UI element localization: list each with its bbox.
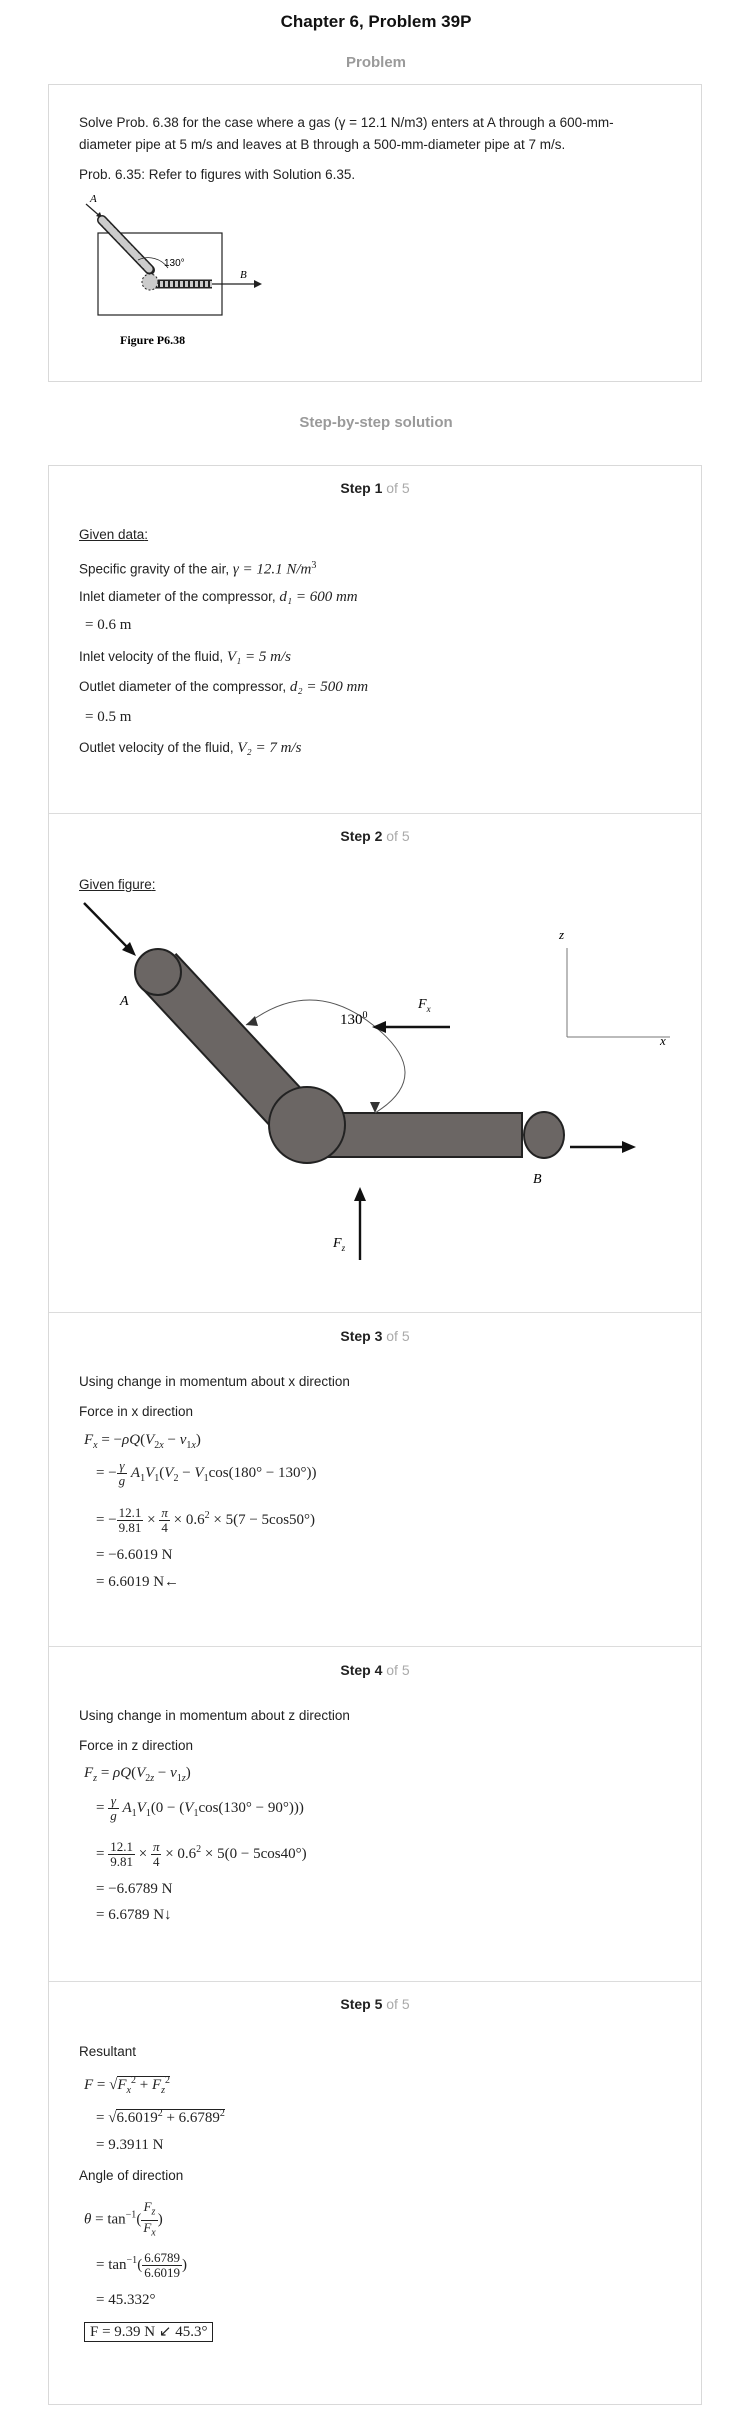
step1-line-3: Inlet velocity of the fluid, V₁ = 5 m/s <box>79 649 291 665</box>
fig-label-b: B <box>240 269 247 281</box>
fig2-fx: Fx <box>417 997 431 1014</box>
step1-line-5: Outlet velocity of the fluid, V₂ = 7 m/s <box>79 740 302 756</box>
step-2-title: Step 2 of 5 <box>340 828 410 844</box>
fig2-label-b: B <box>533 1172 542 1187</box>
page-title: Chapter 6, Problem 39P <box>280 12 472 31</box>
fig2-fz: Fz <box>332 1236 346 1253</box>
step5-eq-6: = 45.332° <box>96 2292 156 2308</box>
fig-angle: 130° <box>164 258 185 269</box>
problem-figure: A B 130° Figure P6.38 <box>85 193 262 347</box>
step5-eq-3: = 9.3911 N <box>96 2137 164 2153</box>
step3-eq-4: = −6.6019 N <box>96 1547 173 1563</box>
given-data-heading: Given data: <box>79 527 149 542</box>
step1-line-4b: = 0.5 m <box>85 709 132 725</box>
figure-caption: Figure P6.38 <box>120 333 185 347</box>
fig2-axis-x: x <box>659 1033 666 1048</box>
step-3-title: Step 3 of 5 <box>340 1328 410 1344</box>
solution-heading: Step-by-step solution <box>299 414 453 431</box>
step3-eq-5: = 6.6019 N← <box>96 1574 180 1590</box>
step3-eq-1: Fx = −ρQ(V2x − v1x) <box>84 1432 201 1451</box>
step4-eq-5: = 6.6789 N↓ <box>96 1907 172 1923</box>
step1-line-4: Outlet diameter of the compressor, d₂ = … <box>79 679 369 695</box>
step-1-title: Step 1 of 5 <box>340 480 410 496</box>
problem-ref: Prob. 6.35: Refer to figures with Soluti… <box>79 167 356 182</box>
step5-eq-1: F = √Fx2 + Fz2 <box>84 2075 171 2096</box>
problem-text: Solve Prob. 6.38 for the case where a ga… <box>79 115 614 152</box>
step5-eq-2: = √6.60192 + 6.67892 <box>96 2108 225 2126</box>
step4-eq-1: Fz = ρQ(V2z − v1z) <box>84 1765 191 1784</box>
step5-eq-5: = tan−1(6.6789 6.6019) <box>96 2250 187 2280</box>
given-figure-heading: Given figure: <box>79 877 156 892</box>
problem-box <box>48 84 702 382</box>
step3-line-1: Using change in momentum about x directi… <box>79 1374 350 1389</box>
step1-line-1: Specific gravity of the air, γ = 12.1 N/… <box>79 560 317 578</box>
step4-line-2: Force in z direction <box>79 1738 194 1753</box>
step1-line-2: Inlet diameter of the compressor, d₁ = 6… <box>79 589 358 605</box>
final-answer: F = 9.39 N ↙ 45.3° <box>84 2322 214 2342</box>
step3-line-2: Force in x direction <box>79 1404 194 1419</box>
step5-line-2: Angle of direction <box>79 2168 184 2183</box>
step4-eq-4: = −6.6789 N <box>96 1881 173 1897</box>
fig2-label-a: A <box>119 994 129 1009</box>
step2-figure: A B 1300 Fx Fz z x <box>83 902 670 1260</box>
fig-label-a: A <box>89 193 97 205</box>
step3-eq-2: = − γ g A1V1(V2 − V1cos(180° − 130°)) <box>96 1458 317 1488</box>
fig2-axis-z: z <box>558 927 564 942</box>
problem-heading: Problem <box>345 54 406 71</box>
step-5-title: Step 5 of 5 <box>340 1996 410 2012</box>
step-4-title: Step 4 of 5 <box>340 1662 410 1678</box>
step4-line-1: Using change in momentum about z directi… <box>79 1708 350 1723</box>
step1-line-2b: = 0.6 m <box>85 617 132 633</box>
step5-eq-4: θ = tan−1(Fz Fx) <box>84 2199 163 2239</box>
step5-line-1: Resultant <box>79 2044 137 2059</box>
fig2-angle: 1300 <box>340 1010 368 1028</box>
solution-box: Step 1 of 5 Step 2 of 5 Step 3 of 5 Step… <box>48 465 702 2405</box>
